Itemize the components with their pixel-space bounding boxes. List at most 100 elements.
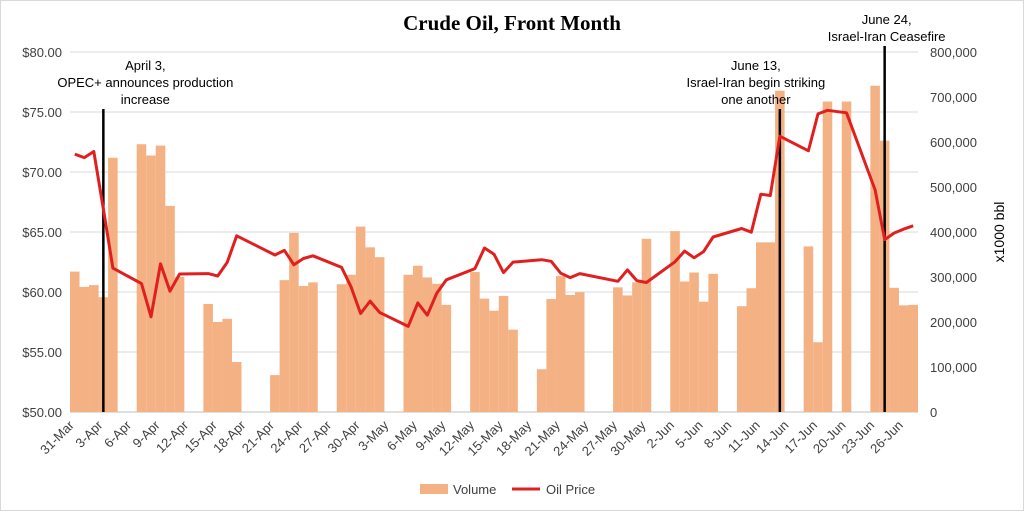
volume-bar	[308, 282, 318, 412]
volume-bar	[822, 101, 833, 412]
volume-bar	[355, 226, 366, 412]
left-tick-label: $50.00	[22, 405, 62, 420]
volume-bar	[889, 287, 899, 412]
volume-bar	[422, 277, 433, 412]
volume-bar	[231, 362, 242, 412]
event-lines	[102, 46, 886, 412]
volume-bar	[346, 274, 356, 412]
volume-bar	[746, 288, 757, 412]
right-tick-label: 100,000	[930, 360, 977, 375]
oil-price-polyline	[74, 108, 914, 328]
volume-bar	[898, 305, 909, 412]
volume-bar	[403, 274, 414, 412]
volume-bar	[374, 257, 385, 412]
left-axis-ticks: $50.00 $55.00 $60.00 $65.00 $70.00 $75.00 $80.…	[22, 45, 62, 420]
volume-bar	[174, 277, 185, 412]
volume-bar	[555, 276, 566, 412]
volume-bar	[803, 246, 814, 412]
right-axis-ticks: 0 100,000 200,000 300,000 400,000 500,000 600,…	[930, 45, 977, 420]
right-tick-label: 0	[930, 405, 937, 420]
right-tick-label: 500,000	[930, 180, 977, 195]
volume-bar	[632, 282, 642, 412]
volume-bar	[574, 292, 585, 412]
volume-bar	[870, 85, 880, 412]
volume-bar	[498, 295, 509, 412]
x-tick-label: 30-Apr	[325, 417, 364, 456]
legend-price-label: Oil Price	[546, 482, 595, 497]
volume-bar	[546, 299, 556, 412]
volume-bar	[641, 238, 652, 412]
right-tick-label: 800,000	[930, 45, 977, 60]
x-tick-label: 26-Jun	[867, 418, 906, 457]
x-tick-label: 5-Jun	[672, 418, 706, 452]
volume-bar	[222, 318, 232, 412]
volume-bar	[298, 286, 309, 412]
volume-bar	[489, 310, 499, 412]
volume-bar	[441, 304, 452, 412]
event-annotation-line: increase	[121, 92, 170, 107]
volume-bar	[708, 273, 718, 412]
right-axis-label: x1000 bbl	[991, 202, 1007, 263]
volume-bar	[736, 306, 747, 412]
volume-bar	[841, 101, 852, 412]
volume-bar	[432, 283, 442, 412]
left-tick-label: $80.00	[22, 45, 62, 60]
x-tick-label: 3-May	[355, 417, 391, 453]
volume-bar	[203, 304, 213, 412]
x-tick-label: 3-Apr	[72, 417, 106, 451]
event-annotation-line: Israel-Iran begin striking	[686, 75, 825, 90]
volume-bar	[146, 155, 156, 412]
volume-bar	[336, 284, 347, 412]
x-tick-label: 31-Mar	[37, 417, 77, 457]
volume-bar	[479, 298, 490, 412]
event-annotation-line: June 24,	[862, 12, 912, 27]
volume-bar	[136, 144, 147, 412]
left-tick-label: $60.00	[22, 285, 62, 300]
right-tick-label: 700,000	[930, 90, 977, 105]
left-tick-label: $70.00	[22, 165, 62, 180]
legend-volume-swatch	[420, 484, 448, 494]
event-annotation-line: Israel-Iran Ceasefire	[828, 29, 946, 44]
x-axis-ticks: 31-Mar3-Apr6-Apr9-Apr12-Apr15-Apr18-Apr2…	[37, 417, 906, 459]
volume-bar	[212, 322, 223, 412]
volume-bars	[70, 85, 918, 412]
volume-bar	[565, 295, 575, 412]
volume-bar	[155, 145, 166, 412]
volume-bar	[70, 271, 80, 412]
event-annotations: April 3, OPEC+ announces production increa…	[57, 12, 945, 107]
volume-bar	[756, 242, 766, 412]
legend-volume-label: Volume	[453, 482, 496, 497]
volume-bar	[670, 231, 680, 412]
volume-bar	[679, 281, 690, 412]
right-tick-label: 200,000	[930, 315, 977, 330]
volume-bar	[698, 301, 709, 412]
volume-bar	[908, 304, 918, 412]
x-tick-label: 2-Jun	[644, 418, 678, 452]
left-tick-label: $55.00	[22, 345, 62, 360]
volume-bar	[622, 295, 633, 412]
volume-bar	[279, 280, 290, 412]
event-annotation-line: OPEC+ announces production	[57, 75, 233, 90]
volume-bar	[165, 205, 175, 412]
oil-price-line	[74, 108, 914, 328]
volume-bar	[470, 272, 480, 412]
volume-bar	[508, 329, 518, 412]
volume-bar	[813, 342, 823, 412]
volume-bar	[365, 247, 375, 412]
event-annotation-line: April 3,	[125, 58, 165, 73]
volume-bar	[89, 285, 99, 412]
volume-bar	[536, 369, 547, 412]
right-tick-label: 300,000	[930, 270, 977, 285]
x-tick-label: 6-May	[384, 417, 420, 453]
volume-bar	[689, 272, 699, 412]
left-tick-label: $65.00	[22, 225, 62, 240]
chart-title: Crude Oil, Front Month	[403, 11, 621, 35]
volume-bar	[613, 287, 623, 412]
volume-bar	[270, 375, 280, 412]
right-tick-label: 600,000	[930, 135, 977, 150]
x-tick-label: 6-Apr	[101, 417, 135, 451]
volume-bar	[413, 265, 423, 412]
legend: Volume Oil Price	[420, 482, 595, 497]
volume-bar	[79, 286, 90, 412]
